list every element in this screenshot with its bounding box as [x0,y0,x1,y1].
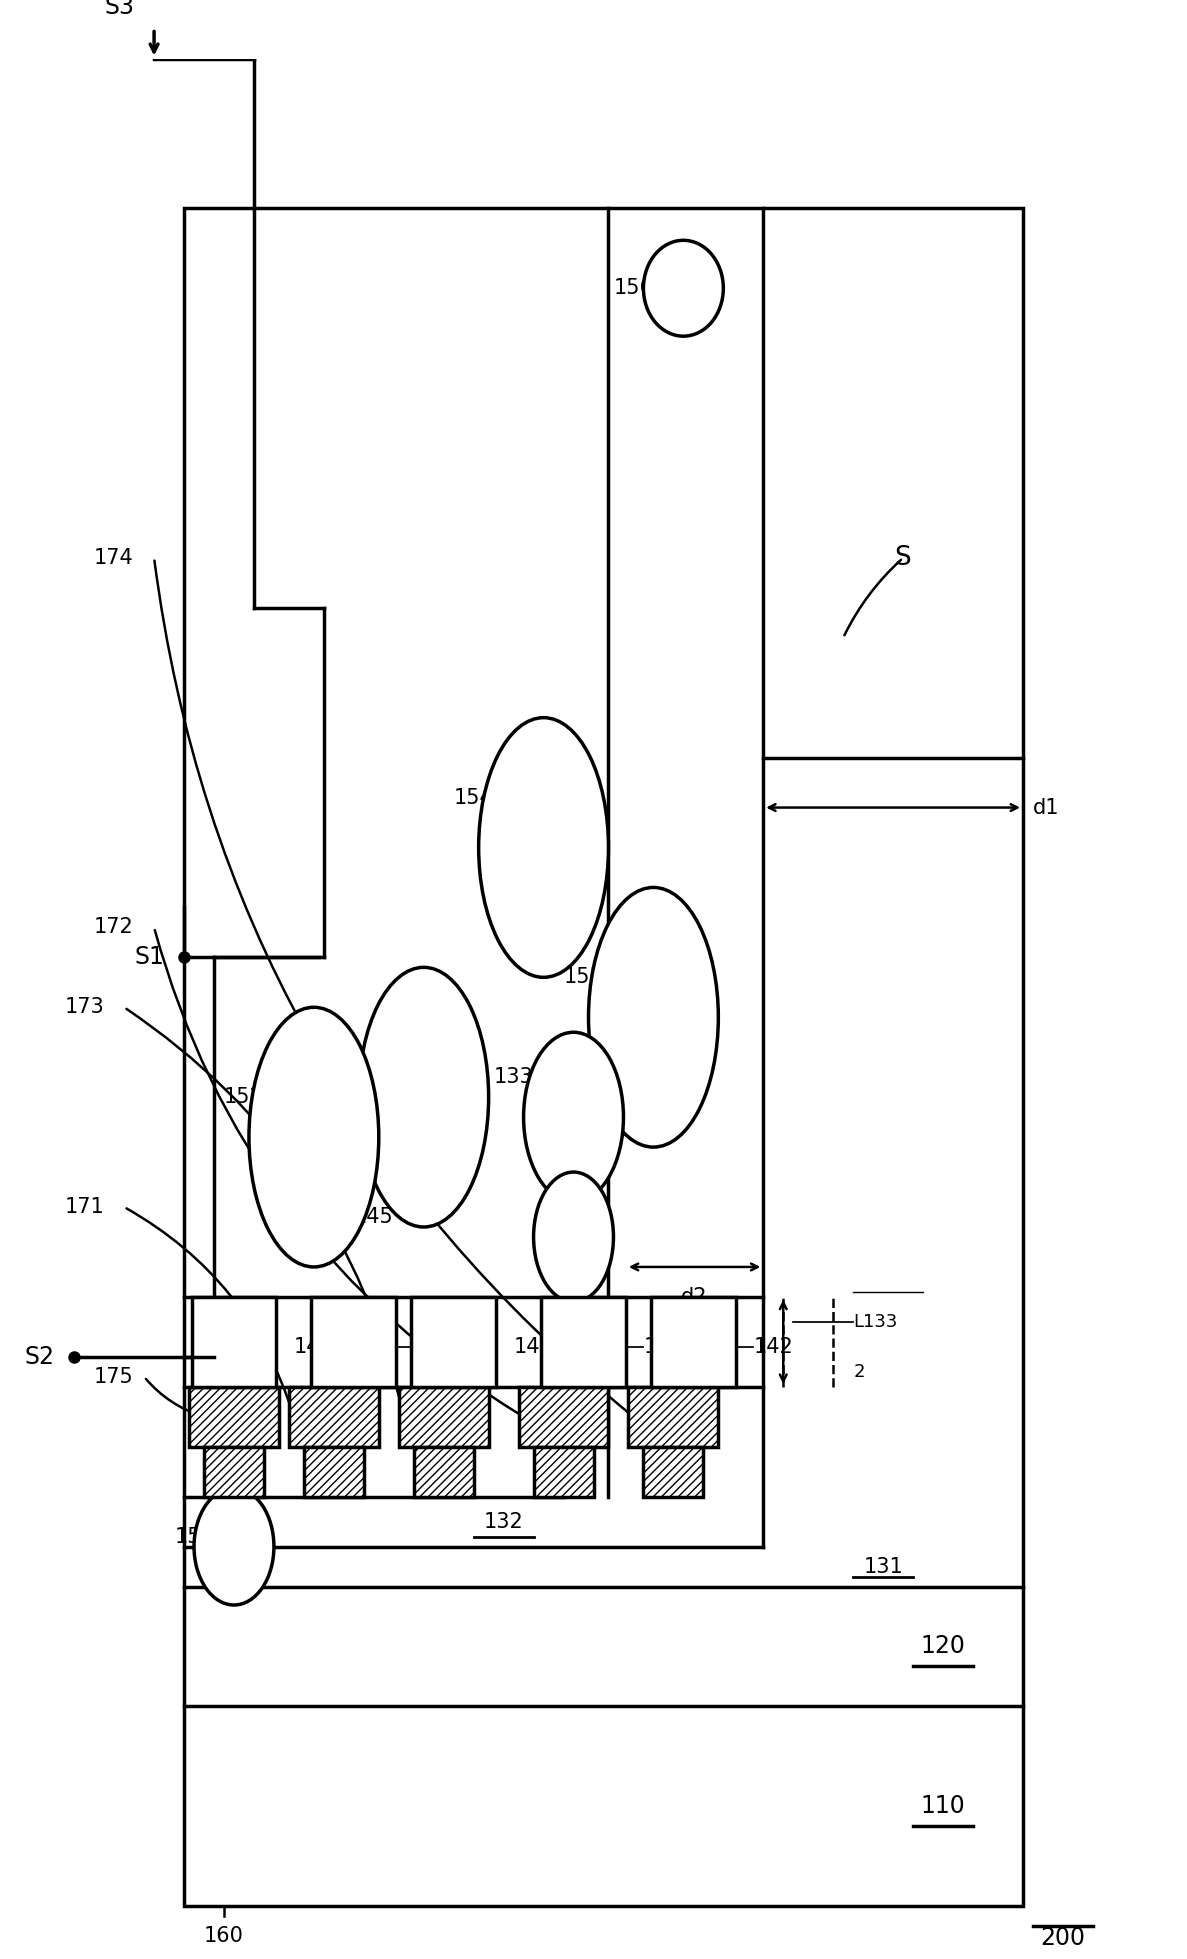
Bar [411,1297,496,1387]
Text: 156: 156 [614,278,653,298]
Text: 2: 2 [853,1363,864,1381]
Text: 172: 172 [94,917,134,938]
Ellipse shape [478,717,609,978]
Text: 131: 131 [863,1557,903,1577]
Ellipse shape [193,1489,274,1604]
Bar [519,1387,609,1446]
Text: 133: 133 [643,1336,684,1358]
Text: L133: L133 [558,1332,599,1352]
Text: 120: 120 [921,1634,965,1659]
Bar [414,1446,474,1497]
Bar [304,1446,363,1497]
Bar [191,1297,277,1387]
Text: 143: 143 [294,1336,334,1358]
Text: 151: 151 [174,1526,214,1546]
Text: 200: 200 [1040,1926,1085,1949]
Bar [204,1446,264,1497]
Text: S: S [895,545,912,570]
Ellipse shape [523,1032,623,1203]
Text: 152: 152 [224,1087,264,1107]
Ellipse shape [534,1171,614,1303]
Ellipse shape [249,1007,379,1267]
Text: 173: 173 [64,997,104,1017]
Bar [311,1297,396,1387]
Text: 153: 153 [334,1048,374,1068]
Text: 145: 145 [643,1426,684,1448]
Ellipse shape [358,968,489,1226]
Text: S3: S3 [104,0,134,18]
Text: 154: 154 [453,788,494,807]
Ellipse shape [643,241,723,337]
Bar [650,1297,736,1387]
Text: 110: 110 [921,1794,965,1818]
Text: 144: 144 [414,1336,453,1358]
Text: S1: S1 [134,946,164,970]
Text: L133: L133 [853,1313,897,1330]
Text: 132: 132 [484,1512,523,1532]
Text: 142: 142 [754,1336,793,1358]
Bar [288,1387,379,1446]
Bar [628,1387,718,1446]
Text: 133: 133 [494,1068,534,1087]
Bar [399,1387,489,1446]
Text: 175: 175 [94,1367,134,1387]
Bar [184,208,1023,1906]
Bar [643,1446,704,1497]
Text: 145: 145 [354,1207,394,1226]
Text: 174: 174 [94,549,134,568]
Bar [189,1387,279,1446]
Ellipse shape [589,887,718,1148]
Bar [541,1297,626,1387]
Text: 141: 141 [514,1336,553,1358]
Text: d2: d2 [681,1287,707,1307]
Text: 171: 171 [64,1197,104,1217]
Bar [534,1446,594,1497]
Text: S2: S2 [24,1344,55,1369]
Text: 160: 160 [204,1926,243,1945]
Text: 155: 155 [564,968,603,987]
Text: d1: d1 [1033,797,1060,817]
